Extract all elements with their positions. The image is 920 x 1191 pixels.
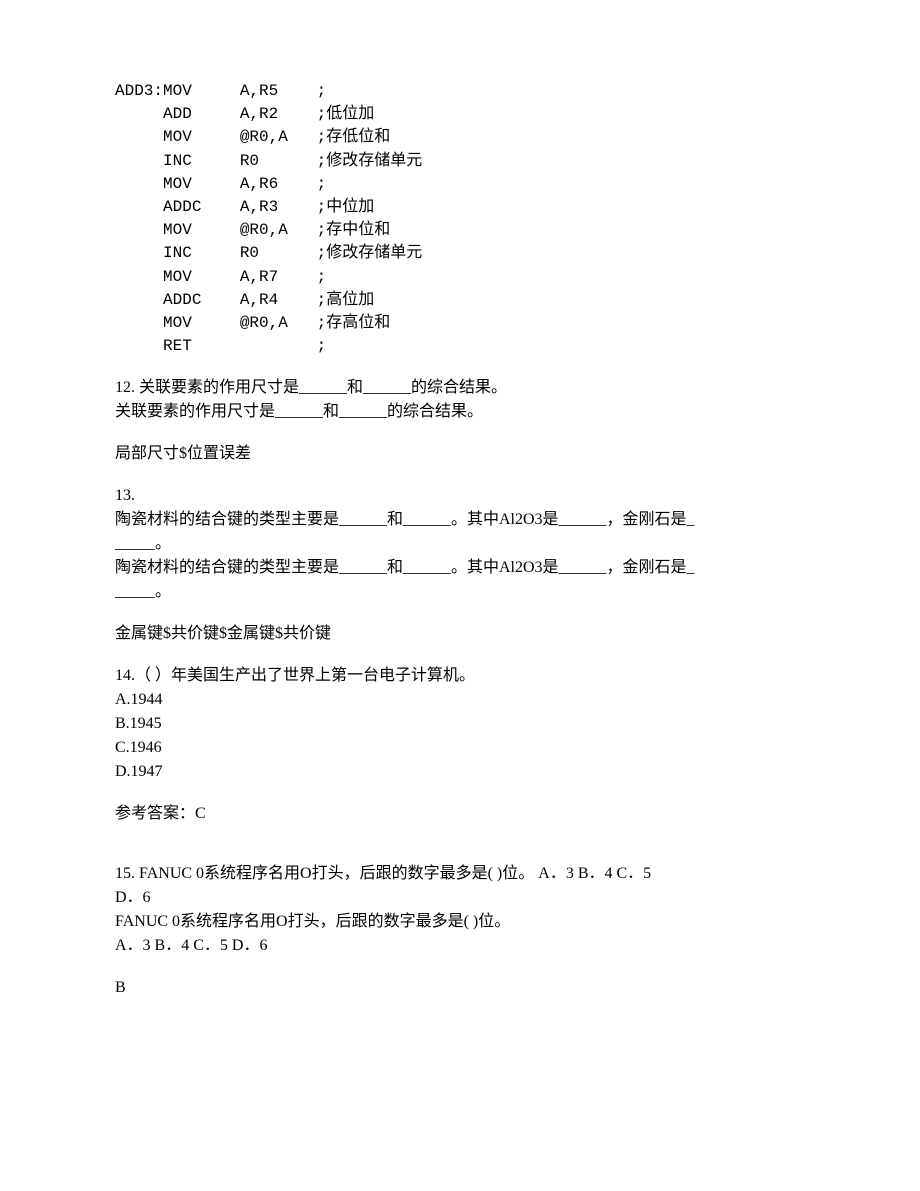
q13-line1: 陶瓷材料的结合键的类型主要是______和______。其中Al2O3是____… <box>115 508 805 532</box>
q13-answer: 金属键$共价键$金属键$共价键 <box>115 622 805 646</box>
q15-line3: A．3 B．4 C．5 D．6 <box>115 934 805 958</box>
question-12: 12. 关联要素的作用尺寸是______和______的综合结果。 关联要素的作… <box>115 376 805 424</box>
q14-stem: 14.（ ）年美国生产出了世界上第一台电子计算机。 <box>115 664 805 688</box>
document-page: ADD3:MOV A,R5 ; ADD A,R2 ;低位加 MOV @R0,A … <box>0 0 920 1191</box>
q14-optC: C.1946 <box>115 736 805 760</box>
q14-optD: D.1947 <box>115 760 805 784</box>
question-13: 13. 陶瓷材料的结合键的类型主要是______和______。其中Al2O3是… <box>115 484 805 604</box>
q13-num: 13. <box>115 484 805 508</box>
q15-answer: B <box>115 976 805 1000</box>
spacer <box>115 844 805 862</box>
assembly-code-block: ADD3:MOV A,R5 ; ADD A,R2 ;低位加 MOV @R0,A … <box>115 80 805 358</box>
q13-line1b: _____。 <box>115 532 805 556</box>
q15-line1: 15. FANUC 0系统程序名用O打头，后跟的数字最多是( )位。 A．3 B… <box>115 862 805 886</box>
q14-answer: 参考答案：C <box>115 802 805 826</box>
question-14: 14.（ ）年美国生产出了世界上第一台电子计算机。 A.1944 B.1945 … <box>115 664 805 784</box>
q12-line1: 12. 关联要素的作用尺寸是______和______的综合结果。 <box>115 376 805 400</box>
q12-answer: 局部尺寸$位置误差 <box>115 442 805 466</box>
q13-line2b: _____。 <box>115 580 805 604</box>
question-15: 15. FANUC 0系统程序名用O打头，后跟的数字最多是( )位。 A．3 B… <box>115 862 805 958</box>
q12-line2: 关联要素的作用尺寸是______和______的综合结果。 <box>115 400 805 424</box>
q15-line2: FANUC 0系统程序名用O打头，后跟的数字最多是( )位。 <box>115 910 805 934</box>
q15-line1b: D．6 <box>115 886 805 910</box>
q13-line2: 陶瓷材料的结合键的类型主要是______和______。其中Al2O3是____… <box>115 556 805 580</box>
q14-optB: B.1945 <box>115 712 805 736</box>
q14-optA: A.1944 <box>115 688 805 712</box>
